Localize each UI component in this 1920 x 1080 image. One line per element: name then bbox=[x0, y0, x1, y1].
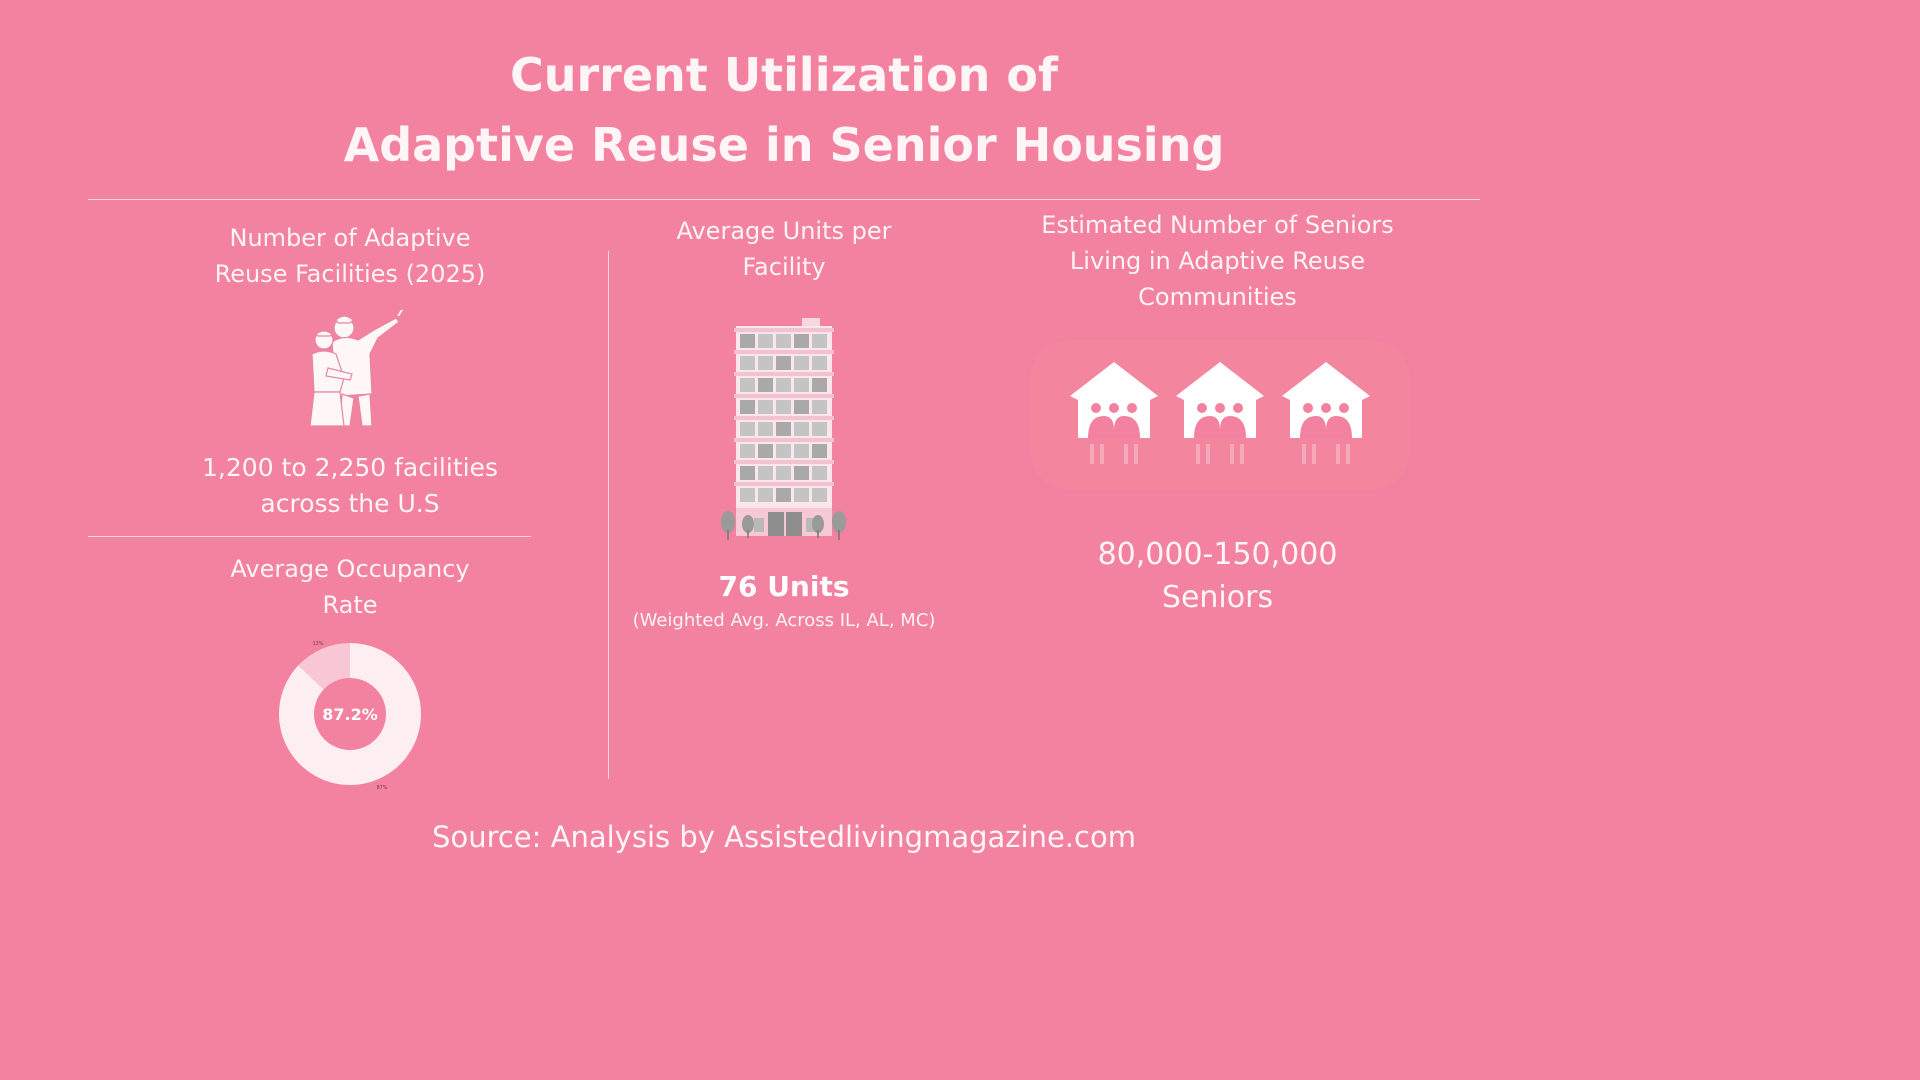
building-window bbox=[758, 356, 773, 370]
house-icon bbox=[1282, 362, 1370, 464]
donut-center-label: 87.2% bbox=[322, 705, 378, 724]
data-label-87: 87% bbox=[376, 785, 387, 791]
seniors-label-line-1: Estimated Number of Seniors bbox=[1041, 211, 1394, 239]
building-window bbox=[758, 400, 773, 414]
building-window bbox=[776, 400, 791, 414]
building-floor-band bbox=[734, 372, 834, 376]
facilities-label: Number of Adaptive Reuse Facilities (202… bbox=[150, 220, 550, 292]
building-window bbox=[758, 488, 773, 502]
building-window bbox=[740, 400, 755, 414]
building-window bbox=[740, 422, 755, 436]
facilities-label-line-2: Reuse Facilities (2025) bbox=[214, 260, 486, 288]
building-window bbox=[776, 378, 791, 392]
house-icon bbox=[1070, 362, 1158, 464]
house-icon bbox=[1176, 362, 1264, 464]
building-window bbox=[758, 444, 773, 458]
seniors-label-line-3: Communities bbox=[1138, 283, 1297, 311]
building-floor-band bbox=[734, 350, 834, 354]
source-credit: Source: Analysis by Assistedlivingmagazi… bbox=[432, 820, 1136, 854]
people-pointing-illustration-icon bbox=[309, 309, 403, 427]
building-window bbox=[794, 444, 809, 458]
building-window bbox=[758, 378, 773, 392]
building-window bbox=[812, 422, 827, 436]
page-title: Current Utilization of Adaptive Reuse in… bbox=[0, 40, 1568, 180]
building-window bbox=[812, 444, 827, 458]
building-window bbox=[812, 378, 827, 392]
building-window bbox=[794, 378, 809, 392]
apartment-building-icon bbox=[721, 318, 846, 540]
column-divider bbox=[608, 251, 609, 779]
building-window bbox=[776, 466, 791, 480]
building-window bbox=[758, 422, 773, 436]
building-window bbox=[794, 400, 809, 414]
building-window bbox=[776, 334, 791, 348]
occupancy-label: Average Occupancy Rate bbox=[150, 551, 550, 623]
building-window bbox=[740, 466, 755, 480]
data-label-13: 13% bbox=[312, 641, 323, 647]
building-window bbox=[740, 356, 755, 370]
donut-slice-87 bbox=[279, 643, 421, 785]
occupancy-label-line-1: Average Occupancy bbox=[230, 555, 470, 583]
building-floor-band bbox=[734, 394, 834, 398]
building-window bbox=[758, 334, 773, 348]
left-column-divider bbox=[88, 536, 531, 537]
building-window bbox=[812, 400, 827, 414]
building-window bbox=[794, 334, 809, 348]
building-floor-band bbox=[734, 438, 834, 442]
building-floor-band bbox=[734, 328, 834, 332]
seniors-label-line-2: Living in Adaptive Reuse bbox=[1069, 247, 1366, 275]
building-window bbox=[812, 488, 827, 502]
building-window bbox=[776, 488, 791, 502]
seniors-label: Estimated Number of Seniors Living in Ad… bbox=[985, 207, 1450, 315]
occupancy-label-line-2: Rate bbox=[322, 591, 378, 619]
units-label-line-2: Facility bbox=[742, 253, 826, 281]
building-window bbox=[776, 356, 791, 370]
building-window bbox=[794, 488, 809, 502]
building-window bbox=[794, 422, 809, 436]
facilities-label-line-1: Number of Adaptive bbox=[229, 224, 471, 252]
building-window bbox=[758, 466, 773, 480]
occupancy-donut-chart: 87.2% 13% 87% bbox=[279, 641, 421, 791]
community-houses-icon bbox=[1030, 340, 1410, 490]
building-window bbox=[812, 466, 827, 480]
building-window bbox=[794, 466, 809, 480]
seniors-value: 80,000-150,000 Seniors bbox=[985, 533, 1450, 619]
facilities-value-line-2: across the U.S bbox=[260, 489, 440, 518]
facilities-value-line-1: 1,200 to 2,250 facilities bbox=[202, 453, 498, 482]
donut-slice-13 bbox=[298, 643, 350, 690]
seniors-value-line-1: 80,000-150,000 bbox=[1097, 537, 1338, 572]
building-window bbox=[776, 444, 791, 458]
building-window bbox=[740, 378, 755, 392]
units-note: (Weighted Avg. Across IL, AL, MC) bbox=[632, 610, 936, 631]
facilities-value: 1,200 to 2,250 facilities across the U.S bbox=[150, 450, 550, 522]
building-window bbox=[776, 422, 791, 436]
units-label-line-1: Average Units per bbox=[676, 217, 892, 245]
title-line-2: Adaptive Reuse in Senior Housing bbox=[343, 118, 1225, 172]
building-window bbox=[740, 488, 755, 502]
building-floor-band bbox=[734, 416, 834, 420]
building-window bbox=[812, 356, 827, 370]
building-window bbox=[740, 444, 755, 458]
building-window bbox=[740, 334, 755, 348]
building-window bbox=[812, 334, 827, 348]
title-line-1: Current Utilization of bbox=[509, 48, 1059, 102]
title-divider bbox=[88, 199, 1480, 200]
building-floor-band bbox=[734, 460, 834, 464]
building-window bbox=[794, 356, 809, 370]
seniors-value-line-2: Seniors bbox=[1161, 580, 1274, 615]
units-value: 76 Units bbox=[718, 570, 850, 603]
units-label: Average Units per Facility bbox=[584, 213, 984, 285]
building-floor-band bbox=[734, 482, 834, 486]
